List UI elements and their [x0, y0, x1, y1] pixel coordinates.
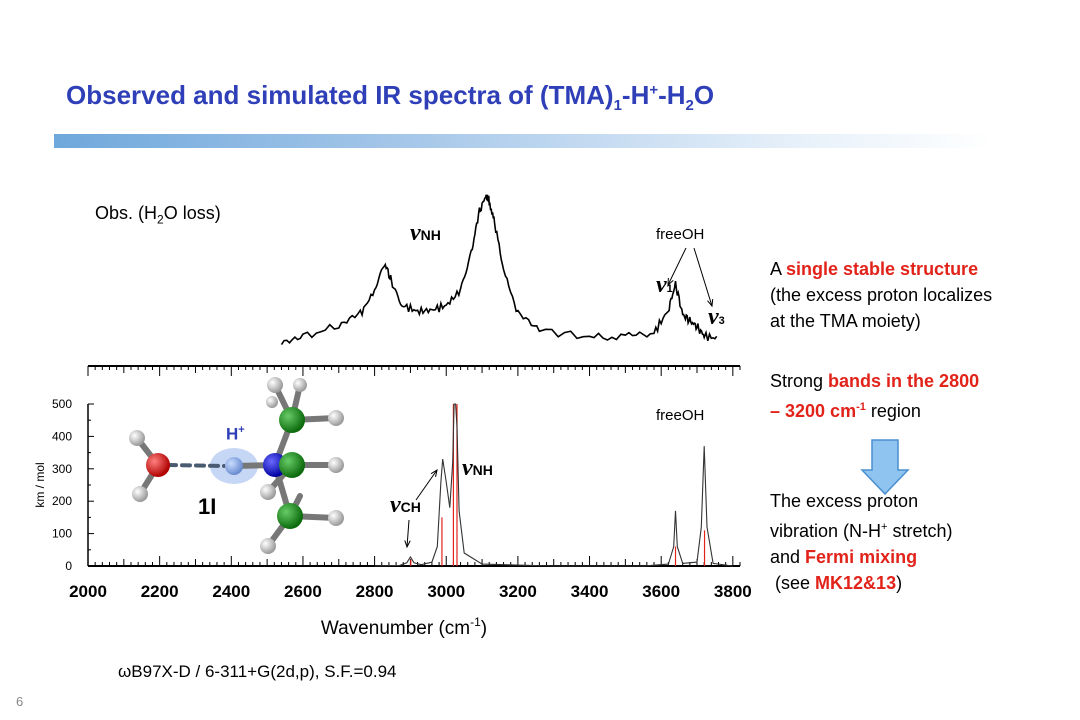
- y-axis-label: km / mol: [33, 462, 47, 507]
- y-tick-label: 200: [52, 494, 72, 508]
- simulated-spectrum: [374, 403, 733, 567]
- atom: [277, 503, 303, 529]
- freeoh-nu1-arrow: [667, 247, 687, 286]
- atom: [328, 410, 344, 426]
- atom: [132, 486, 148, 502]
- atom: [225, 457, 243, 475]
- x-tick-label: 2200: [141, 582, 179, 601]
- observed-spectrum-line: [280, 194, 718, 346]
- nu-nh-bottom-label: νNH: [462, 455, 493, 481]
- atom: [260, 538, 276, 554]
- atom: [267, 377, 283, 393]
- nu3-label: ν3: [708, 304, 725, 330]
- h-plus-label: H+: [226, 424, 245, 444]
- note-bands: Strong bands in the 2800 – 3200 cm-1 reg…: [770, 371, 980, 421]
- nu-nh-top-label: νNH: [410, 220, 441, 246]
- y-tick-label: 500: [52, 397, 72, 411]
- atom: [146, 453, 170, 477]
- atom: [129, 430, 145, 446]
- method-label: ωB97X-D / 6-311+G(2d,p), S.F.=0.94: [118, 662, 397, 681]
- x-tick-label: 2600: [284, 582, 322, 601]
- freeoh-nu1-arrow-head: [667, 277, 674, 287]
- atom: [260, 484, 276, 500]
- nu-ch-arrow-2-head: [430, 468, 438, 477]
- observed-spectrum: [280, 194, 718, 346]
- x-tick-label: 3200: [499, 582, 537, 601]
- simulated-spectrum-line: [374, 403, 733, 567]
- down-arrow-icon: [860, 439, 910, 496]
- nu-ch-arrow-2: [415, 469, 438, 501]
- note-fermi: The excess proton vibration (N-H+ stretc…: [770, 491, 953, 593]
- freeoh-nu3-arrow: [693, 247, 713, 307]
- page-number: 6: [16, 694, 24, 709]
- note-structure: A single stable structure (the excess pr…: [770, 259, 993, 331]
- molecule-structure-image: [129, 377, 344, 554]
- y-tick-label: 400: [52, 429, 72, 443]
- atom: [266, 396, 278, 408]
- y-tick-label: 100: [52, 527, 72, 541]
- x-tick-label: 2400: [212, 582, 250, 601]
- bond: [166, 463, 226, 468]
- x-tick-label: 3600: [642, 582, 680, 601]
- freeoh-bottom-label: freeOH: [656, 407, 705, 424]
- title-underline-bar: [54, 134, 994, 148]
- x-tick-label: 2800: [356, 582, 394, 601]
- x-axis-label: Wavenumber (cm-1): [321, 615, 487, 639]
- x-tick-label: 3400: [571, 582, 609, 601]
- atom: [328, 457, 344, 473]
- freeoh-nu3-arrow-head: [707, 298, 714, 308]
- atom: [279, 407, 305, 433]
- page-title: Observed and simulated IR spectra of (TM…: [66, 80, 715, 115]
- structure-label: 1I: [198, 494, 217, 519]
- nu-ch-arrow-head: [404, 540, 411, 549]
- simulated-axes: 2000 2200 2400 2600 2800 3000 3200 3400 3600 3800…: [33, 365, 752, 639]
- nu1-label: ν1: [656, 272, 673, 298]
- y-tick-label: 0: [65, 559, 72, 573]
- atom: [279, 452, 305, 478]
- nu-ch-arrow: [406, 519, 410, 548]
- freeoh-top-label: freeOH: [656, 226, 705, 243]
- atom: [293, 378, 307, 392]
- x-tick-label: 3800: [714, 582, 752, 601]
- nu-ch-label: νCH: [390, 492, 421, 518]
- annotation-arrows: [404, 247, 714, 549]
- atom: [328, 510, 344, 526]
- observed-label: Obs. (H2O loss): [95, 203, 221, 227]
- x-tick-label: 2000: [69, 582, 107, 601]
- x-tick-label: 3000: [427, 582, 465, 601]
- y-tick-label: 300: [52, 462, 72, 476]
